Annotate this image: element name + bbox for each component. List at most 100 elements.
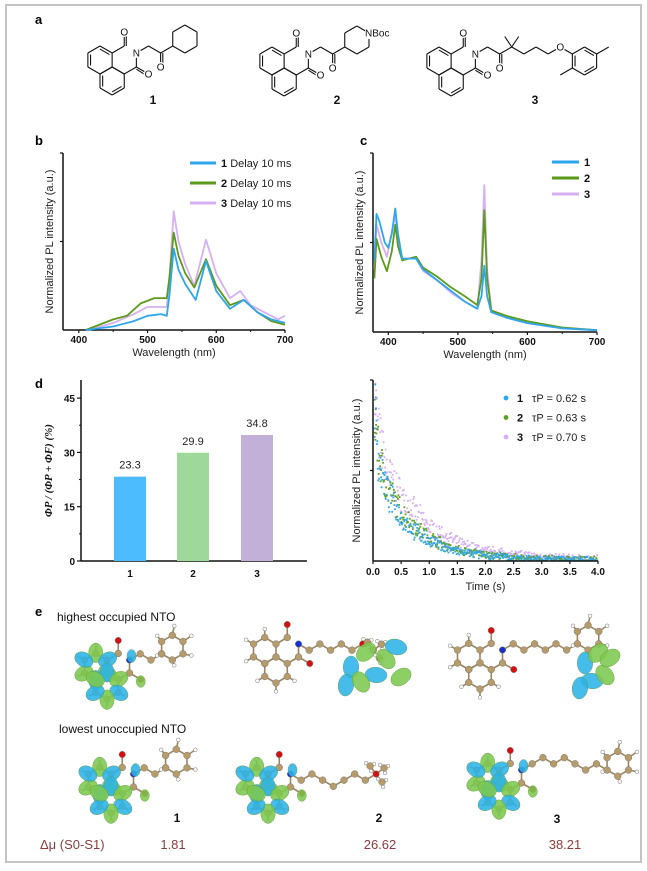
carbon-atom (168, 656, 176, 664)
x-tick-label: 4.0 (591, 567, 605, 578)
orbital-lobe-positive (571, 676, 589, 700)
data-point-3 (391, 463, 394, 466)
nto-molecule (78, 737, 198, 824)
ring-bond (438, 67, 452, 76)
data-point-3 (445, 532, 448, 535)
ring-bond (438, 46, 452, 55)
carbon-atom (351, 770, 359, 778)
carbon-atom (603, 766, 611, 774)
data-point-2 (440, 546, 443, 549)
data-point-2 (446, 549, 449, 552)
data-point-2 (401, 516, 404, 519)
data-point-1 (396, 503, 399, 506)
data-point-2 (504, 552, 507, 555)
data-point-1 (381, 478, 383, 481)
data-point-3 (412, 498, 415, 500)
data-point-2 (470, 552, 473, 555)
data-point-2 (382, 480, 385, 483)
carbon-atom (487, 678, 495, 687)
data-point-1 (394, 516, 397, 519)
ring-bond (99, 66, 113, 75)
data-point-3 (450, 531, 453, 534)
data-point-1 (525, 554, 528, 557)
data-point-3 (385, 472, 388, 475)
chart-pl-spectra: 400 500 600 700 Wavelength (nm) Normalized PL… (354, 152, 606, 361)
data-point-3 (448, 537, 451, 540)
data-point-3 (393, 470, 396, 473)
data-point-1 (451, 546, 454, 549)
data-point-1 (375, 407, 377, 410)
data-point-1 (405, 519, 408, 522)
carbon-atom (157, 650, 166, 658)
data-point-1 (460, 550, 463, 552)
data-point-1 (408, 524, 411, 527)
data-point-1 (472, 553, 475, 556)
data-point-3 (425, 519, 428, 522)
bond (499, 46, 513, 55)
data-point-3 (409, 499, 412, 502)
data-point-2 (400, 521, 403, 523)
bond (596, 46, 610, 55)
carbon-atom (308, 770, 316, 778)
atom-label-background (131, 48, 142, 58)
carbon-atom (476, 646, 484, 654)
nto-compound-label-2: 2 (376, 811, 383, 825)
data-point-1 (454, 550, 457, 553)
legend-series-name: 2 (584, 173, 590, 185)
data-point-3 (498, 550, 501, 552)
ring-bond (87, 66, 101, 75)
x-tick-label: 3.5 (563, 567, 577, 578)
data-point-2 (536, 555, 538, 557)
data-point-2 (393, 500, 396, 502)
data-point-3 (454, 536, 457, 539)
data-point-1 (405, 526, 408, 528)
atom-label-background (555, 42, 566, 52)
data-point-2 (380, 454, 383, 457)
data-point-1 (509, 557, 512, 560)
data-point-1 (551, 557, 553, 560)
data-point-2 (463, 554, 466, 557)
data-point-3 (397, 498, 400, 501)
data-point-3 (392, 478, 395, 481)
data-point-3 (452, 539, 455, 542)
orbital-lobe-positive (491, 772, 507, 793)
carbon-atom (552, 640, 560, 648)
x-tick-label: 500 (450, 337, 467, 348)
data-point-2 (381, 452, 384, 455)
nto-molecule (74, 623, 194, 710)
x-tick-label: 500 (139, 335, 156, 346)
data-point-1 (502, 557, 505, 559)
data-point-3 (414, 515, 417, 518)
data-point-3 (460, 543, 463, 546)
data-point-2 (385, 494, 388, 497)
hydrogen-atom (255, 678, 260, 683)
data-point-1 (534, 556, 537, 559)
carbon-atom (272, 640, 280, 648)
data-point-1 (469, 550, 472, 553)
data-point-1 (390, 494, 393, 497)
data-point-2 (384, 494, 387, 497)
hydrogen-atom (634, 749, 640, 755)
data-point-3 (411, 515, 414, 518)
data-point-3 (492, 545, 494, 548)
data-point-3 (470, 541, 473, 544)
data-point-1 (521, 556, 524, 558)
orbital-lobe-positive (518, 759, 529, 773)
data-point-1 (536, 557, 538, 560)
bond (111, 66, 125, 75)
data-point-2 (510, 554, 513, 557)
carbon-atom (316, 640, 324, 648)
data-point-2 (378, 454, 381, 457)
data-point-1 (422, 541, 425, 544)
nto-molecule (244, 621, 412, 697)
atom-label-background (494, 63, 505, 73)
data-point-1 (384, 471, 387, 474)
data-point-2 (376, 459, 379, 462)
data-point-1 (403, 520, 406, 523)
ring-bond (426, 67, 440, 76)
orbital-lobe-positive (130, 763, 141, 777)
data-point-2 (523, 557, 526, 559)
atom-label-o: O (120, 28, 128, 39)
data-point-1 (373, 436, 376, 438)
